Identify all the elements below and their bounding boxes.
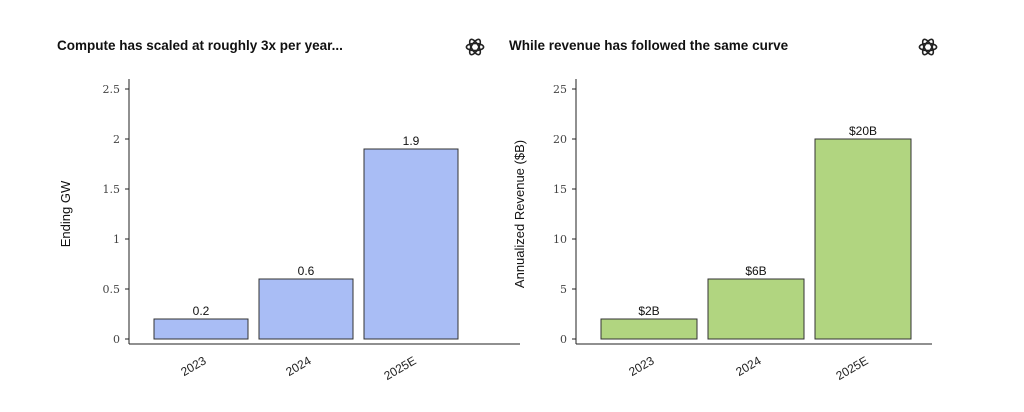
bar-2023 xyxy=(600,318,698,340)
compute-chart-panel: Compute has scaled at roughly 3x per yea… xyxy=(40,0,520,412)
y-tick-label: 0.5 xyxy=(103,283,121,296)
data-label: 1.9 xyxy=(403,134,420,148)
x-tick-label: 2024 xyxy=(283,353,313,379)
y-axis-title: Annualized Revenue ($B) xyxy=(512,140,527,288)
data-label: $2B xyxy=(638,304,659,318)
x-tick-label: 2023 xyxy=(178,353,208,379)
y-tick-label: 15 xyxy=(553,183,567,196)
y-tick-label: 25 xyxy=(553,83,567,96)
y-axis-title: Ending GW xyxy=(58,180,73,247)
x-tick-label: 2024 xyxy=(733,353,763,379)
bar-2025e xyxy=(363,148,459,340)
bar-2025e xyxy=(814,138,912,340)
y-tick-label: 0 xyxy=(113,333,120,346)
bar-2024 xyxy=(707,278,805,340)
x-tick-label: 2025E xyxy=(381,353,418,382)
data-label: $6B xyxy=(745,264,766,278)
y-tick-label: 1.5 xyxy=(103,183,121,196)
y-tick-label: 0 xyxy=(560,333,567,346)
revenue-bar-chart: 0 5 10 15 20 25 Annualized Revenue ($B) $2B 2023… xyxy=(512,79,932,383)
data-label: 0.6 xyxy=(298,264,315,278)
data-label: $20B xyxy=(849,124,877,138)
compute-bar-chart: 0 0.5 1 1.5 2 2.5 Ending GW 0.2 2023 0.6 2024 1.9 20… xyxy=(58,79,520,383)
chart-title: Compute has scaled at roughly 3x per yea… xyxy=(57,38,343,53)
y-tick-label: 2 xyxy=(113,133,120,146)
data-label: 0.2 xyxy=(193,304,210,318)
chart-title: While revenue has followed the same curv… xyxy=(509,38,789,53)
y-tick-label: 1 xyxy=(113,233,120,246)
openai-logo-icon xyxy=(464,36,486,58)
x-tick-label: 2025E xyxy=(833,353,870,382)
bar-2023 xyxy=(153,318,249,340)
y-tick-label: 2.5 xyxy=(103,83,121,96)
revenue-chart-panel: While revenue has followed the same curv… xyxy=(492,0,972,412)
y-tick-label: 5 xyxy=(560,283,567,296)
x-tick-label: 2023 xyxy=(626,353,656,379)
y-tick-label: 20 xyxy=(553,133,567,146)
openai-logo-icon xyxy=(917,36,939,58)
y-tick-label: 10 xyxy=(553,233,567,246)
bar-2024 xyxy=(258,278,354,340)
